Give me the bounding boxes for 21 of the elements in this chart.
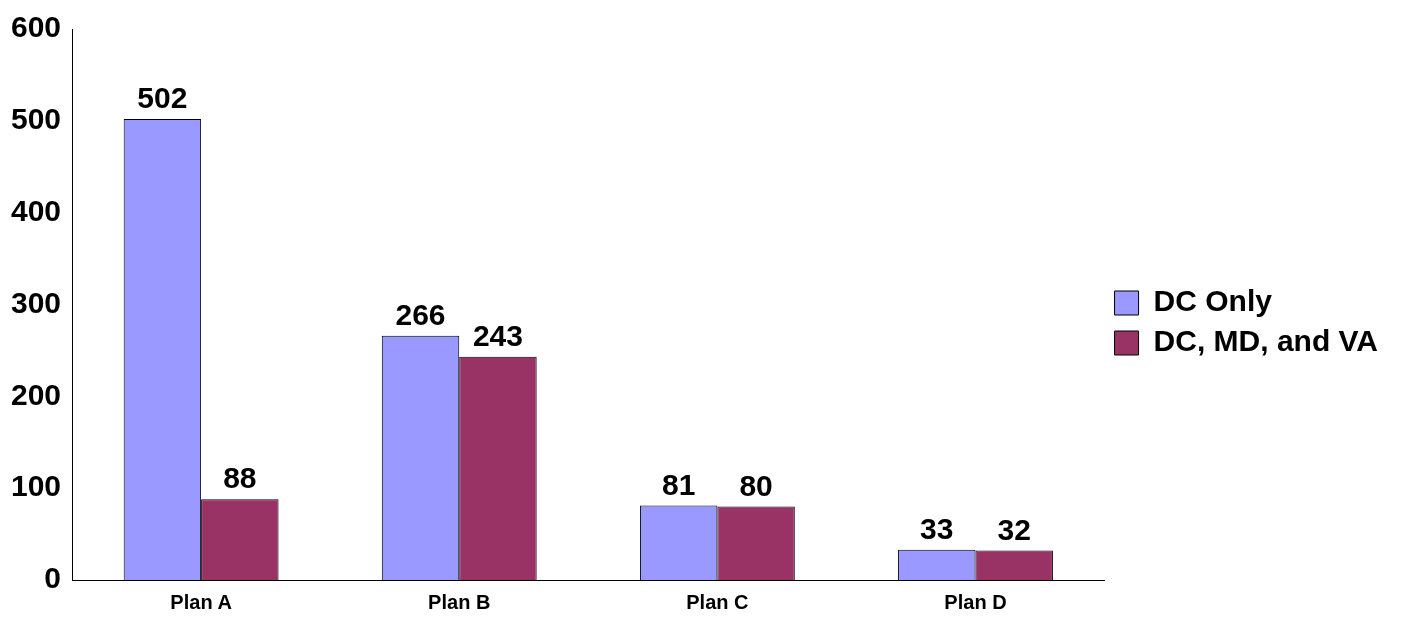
- data-label: 502: [137, 81, 188, 115]
- x-tick-label: Plan D: [944, 590, 1007, 613]
- data-label: 33: [920, 511, 954, 545]
- x-tick-label: Plan C: [686, 590, 749, 613]
- legend-label: DC, MD, and VA: [1153, 324, 1379, 358]
- x-tick-label: Plan B: [428, 590, 491, 613]
- legend-label: DC Only: [1153, 284, 1273, 318]
- data-label: 80: [739, 468, 773, 502]
- y-tick-label: 300: [10, 285, 62, 319]
- y-tick-label: 0: [44, 561, 62, 595]
- data-label: 32: [997, 512, 1031, 546]
- y-tick-label: 600: [10, 10, 62, 44]
- x-tick-label: Plan A: [170, 590, 232, 613]
- y-tick-label: 500: [10, 102, 62, 136]
- data-label: 88: [223, 461, 257, 495]
- y-tick-label: 400: [10, 193, 62, 227]
- y-tick-label: 100: [10, 469, 62, 503]
- data-label: 266: [395, 297, 446, 331]
- y-tick-label: 200: [10, 377, 62, 411]
- data-label: 243: [472, 319, 523, 353]
- data-label: 81: [661, 467, 696, 501]
